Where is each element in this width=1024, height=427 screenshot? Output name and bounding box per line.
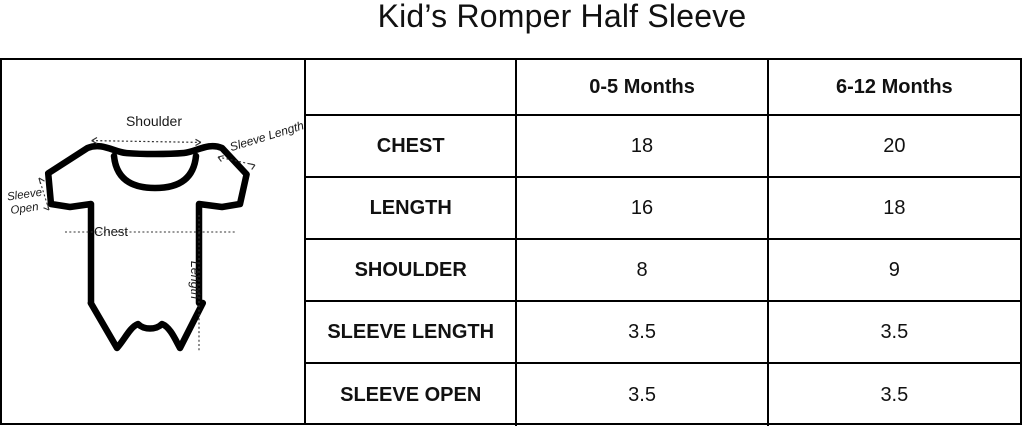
svg-text:Shoulder: Shoulder bbox=[126, 113, 182, 129]
svg-text:Open: Open bbox=[10, 201, 40, 217]
svg-text:Length: Length bbox=[188, 261, 202, 299]
svg-text:Sleeve Length: Sleeve Length bbox=[228, 118, 306, 154]
svg-text:Chest: Chest bbox=[94, 224, 128, 239]
